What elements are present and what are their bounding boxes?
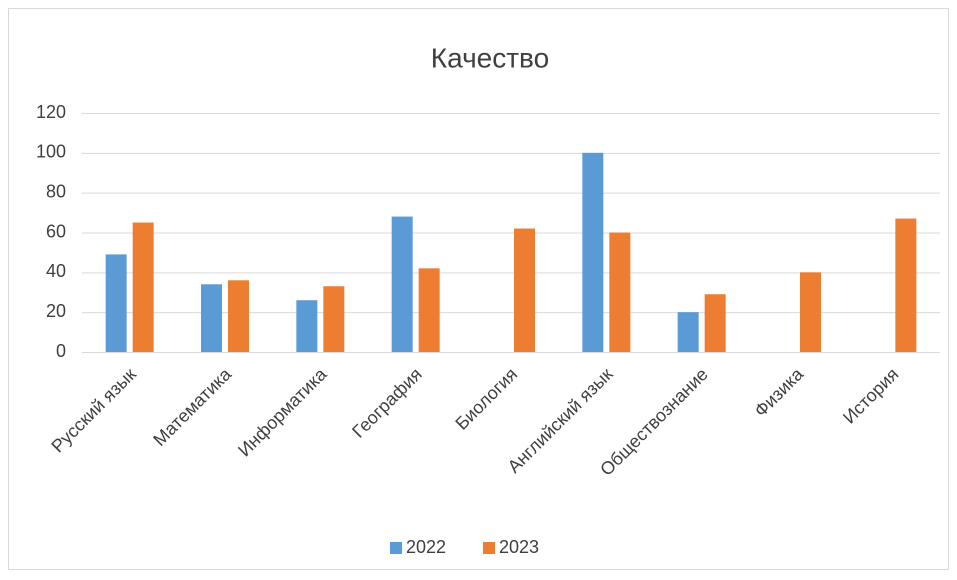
bar xyxy=(201,284,222,352)
y-tick-label: 80 xyxy=(46,181,66,201)
legend-label: 2023 xyxy=(499,537,539,557)
y-tick-label: 120 xyxy=(36,102,66,122)
bar xyxy=(391,216,413,352)
bar xyxy=(132,222,154,352)
bar xyxy=(514,228,535,352)
legend-swatch xyxy=(390,542,402,554)
y-tick-label: 40 xyxy=(46,261,66,281)
bar xyxy=(105,254,127,352)
chart-frame xyxy=(8,8,949,570)
bar xyxy=(609,232,631,352)
bar xyxy=(582,152,604,352)
y-tick-label: 0 xyxy=(56,341,66,361)
y-tick-label: 60 xyxy=(46,221,66,241)
bar xyxy=(296,300,318,352)
bar xyxy=(895,218,917,352)
bar xyxy=(418,268,440,352)
bar xyxy=(704,294,726,352)
chart-title: Качество xyxy=(431,42,549,73)
bar xyxy=(228,280,249,352)
bar xyxy=(677,312,699,352)
legend-label: 2022 xyxy=(406,537,446,557)
bar xyxy=(323,286,345,352)
y-tick-label: 20 xyxy=(46,301,66,321)
bar xyxy=(800,272,821,352)
legend-swatch xyxy=(483,542,495,554)
y-tick-label: 100 xyxy=(36,142,66,162)
